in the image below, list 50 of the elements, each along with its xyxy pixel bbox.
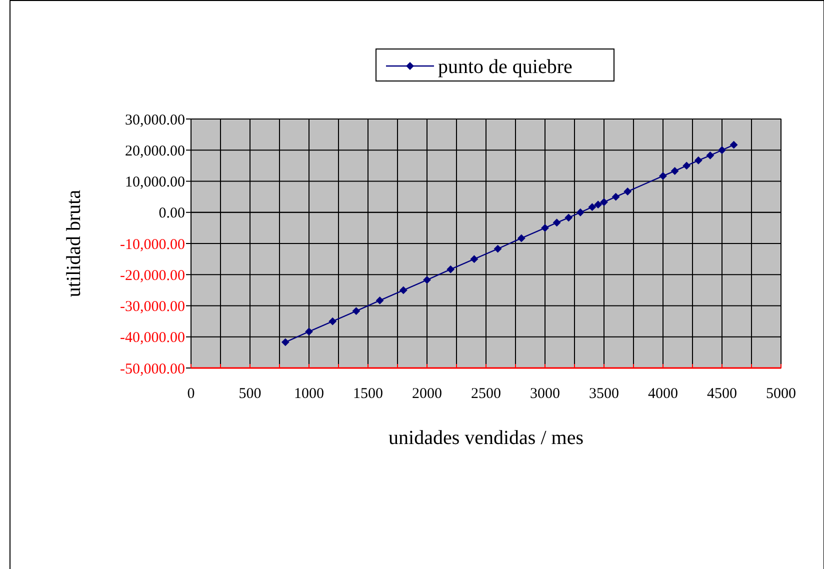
point [399, 286, 408, 294]
y-tick-label: -10,000.00 [120, 236, 185, 253]
x-axis-title: unidades vendidas / mes [388, 427, 584, 449]
x-tick-label: 2000 [412, 386, 442, 402]
y-tick-label: -20,000.00 [120, 268, 185, 284]
point [541, 224, 549, 232]
point [706, 151, 714, 160]
point [594, 200, 602, 209]
point [670, 167, 679, 175]
x-tick-label: 3000 [530, 386, 560, 402]
x-tick-label: 4000 [648, 386, 678, 402]
y-tick-label: 0.00 [158, 206, 185, 222]
y-axis-title: utilidad bruta [63, 190, 85, 298]
x-tick-label: 500 [238, 386, 262, 402]
point [624, 188, 632, 196]
point [352, 307, 360, 315]
point [281, 338, 290, 346]
point [446, 265, 455, 274]
point [470, 255, 478, 264]
point [494, 244, 502, 253]
point [305, 328, 313, 336]
y-tick-label: -30,000.00 [120, 299, 185, 315]
point [682, 162, 691, 170]
legend-label: punto de quiebre [438, 56, 573, 78]
y-tick-label: 20,000.00 [125, 143, 185, 160]
x-tick-label: 1500 [353, 386, 383, 402]
point [423, 276, 431, 284]
point [564, 214, 573, 222]
y-tick-label: 10,000.00 [125, 174, 185, 190]
x-tick-label: 5000 [766, 386, 796, 402]
x-tick-label: 3500 [589, 386, 619, 402]
point [694, 156, 702, 164]
point [328, 317, 337, 326]
point [730, 140, 738, 149]
point [718, 146, 726, 154]
point [552, 218, 561, 227]
x-tick-label: 2500 [471, 386, 501, 402]
y-tick-label: 30,000.00 [125, 112, 185, 128]
y-tick-label: -40,000.00 [120, 330, 185, 346]
point [612, 192, 620, 201]
point [588, 203, 596, 212]
x-tick-label: 1000 [294, 386, 324, 402]
y-tick-label: -50,000.00 [120, 361, 185, 378]
point [659, 172, 667, 180]
point [376, 296, 384, 304]
x-tick-label: 4500 [707, 386, 737, 402]
x-tick-label: 0 [187, 386, 195, 402]
point [517, 234, 526, 242]
point [600, 198, 608, 206]
point [576, 208, 584, 216]
